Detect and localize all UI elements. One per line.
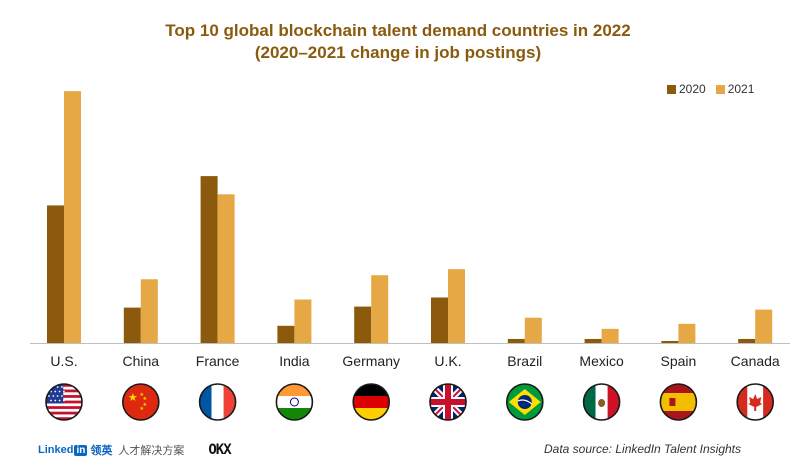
bar-2021-4 (371, 275, 389, 343)
legend-swatch-2020 (667, 84, 676, 94)
x-tick-label-2: France (196, 353, 240, 369)
bar-2021-5 (448, 269, 465, 343)
bar-2021-9 (755, 309, 773, 343)
legend-label-2020: 2020 (679, 82, 706, 96)
canada-flag-icon (736, 383, 775, 421)
title-line-2: (2020–2021 change in job postings) (254, 43, 542, 62)
us-flag-icon (45, 383, 83, 421)
bar-2020-7 (584, 338, 602, 343)
svg-text:★: ★ (143, 402, 148, 408)
linkedin-logo: Linked in 领英 人才解决方案 (38, 442, 184, 458)
bar-2020-5 (431, 297, 448, 343)
india-flag-icon (275, 383, 314, 421)
bar-2021-2 (217, 194, 235, 343)
x-tick-label-6: Brazil (507, 353, 542, 369)
svg-text:★: ★ (140, 406, 145, 412)
france-flag-icon (198, 383, 237, 421)
legend-item-2021: 2021 (715, 82, 755, 96)
x-tick-label-0: U.S. (50, 353, 77, 369)
linkedin-in-badge: in (74, 444, 88, 456)
linkedin-subtitle: 人才解决方案 (118, 445, 185, 457)
x-tick-label-3: India (279, 353, 310, 369)
okx-logo: OKX (208, 442, 231, 458)
legend-label-2021: 2021 (727, 82, 755, 96)
svg-text:★: ★ (140, 392, 145, 398)
x-tick-label-7: Mexico (579, 353, 624, 369)
bar-2020-6 (507, 338, 525, 343)
legend-swatch-2021 (715, 84, 725, 94)
linkedin-word: Linked (38, 444, 74, 456)
bar-2020-0 (47, 205, 64, 343)
data-source: Data source: LinkedIn Talent Insights (543, 442, 741, 456)
chart-title: Top 10 global blockchain talent demand c… (0, 20, 796, 64)
bar-2021-7 (601, 328, 619, 343)
uk-flag-icon (429, 383, 467, 421)
x-tick-label-4: Germany (342, 353, 400, 369)
bar-2021-1 (140, 279, 158, 343)
bar-2020-8 (661, 340, 679, 343)
spain-flag-icon (659, 383, 698, 421)
svg-text:★: ★ (128, 391, 138, 404)
svg-text:★: ★ (143, 396, 148, 402)
mexico-flag-icon (582, 383, 621, 421)
bar-2020-9 (738, 338, 756, 343)
bar-2021-6 (524, 317, 542, 343)
bar-2021-3 (294, 299, 312, 343)
bar-2020-4 (354, 306, 372, 343)
bar-2020-3 (277, 325, 295, 343)
x-tick-label-9: Canada (731, 353, 780, 369)
footer-logos: Linked in 领英 人才解决方案 OKX (38, 442, 232, 458)
china-flag-icon: ★ ★★★★ (122, 383, 160, 421)
bar-2020-2 (200, 176, 218, 343)
title-line-1: Top 10 global blockchain talent demand c… (165, 21, 631, 40)
legend-item-2020: 2020 (667, 82, 706, 96)
x-tick-label-8: Spain (660, 353, 696, 369)
x-tick-label-5: U.K. (434, 353, 461, 369)
legend: 2020 2021 (667, 82, 754, 96)
bar-2020-1 (123, 307, 141, 343)
germany-flag-icon (352, 383, 391, 421)
linkedin-cn-name: 领英 (90, 445, 113, 457)
bar-2021-0 (64, 91, 81, 343)
brazil-flag-icon (505, 383, 544, 421)
bar-2021-8 (678, 323, 696, 343)
x-tick-label-1: China (123, 353, 160, 369)
